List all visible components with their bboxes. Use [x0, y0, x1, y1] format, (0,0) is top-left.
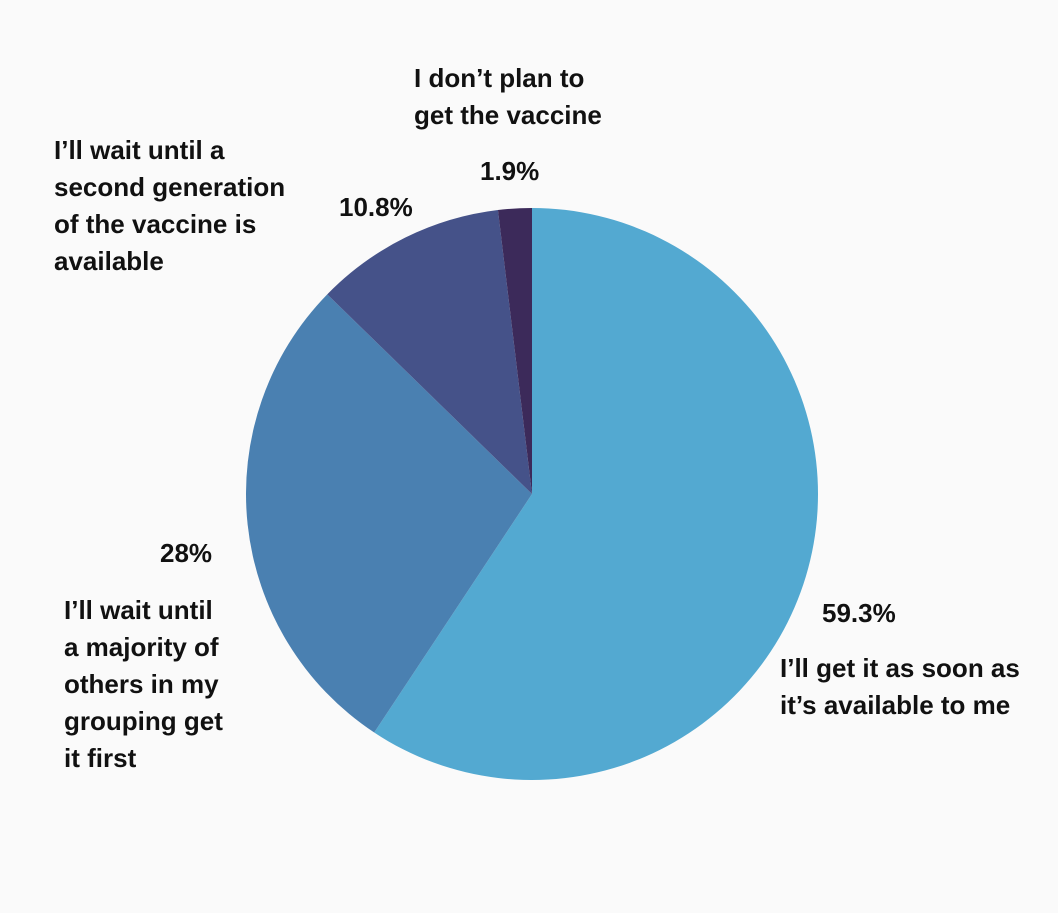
slice-value-label-3: 1.9%	[480, 156, 540, 186]
pie-slice-2	[327, 210, 532, 494]
slice-value-label-2: 10.8%	[339, 192, 413, 222]
pie-slice-1	[245, 294, 532, 733]
slice-label-3: I don’t plan to get the vaccine	[414, 63, 602, 130]
slice-label-1: I’ll wait until a majority of others in …	[64, 595, 223, 773]
slice-label-2: I’ll wait until a second generation of t…	[54, 135, 286, 276]
pie-slice-0	[374, 208, 818, 781]
slice-value-label-1: 28%	[160, 538, 213, 568]
slice-label-0: I’ll get it as soon as it’s available to…	[780, 653, 1020, 720]
pie-slice-3	[497, 208, 532, 494]
slice-value-label-0: 59.3%	[822, 598, 896, 628]
